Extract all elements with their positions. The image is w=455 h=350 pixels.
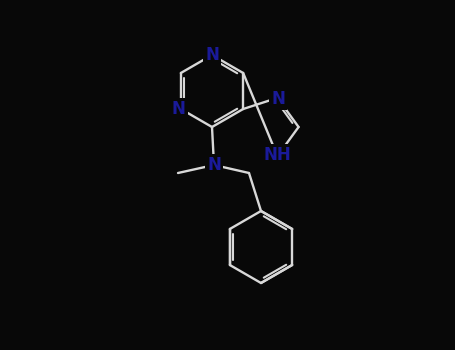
Text: NH: NH	[263, 146, 291, 164]
Text: N: N	[205, 46, 219, 64]
Text: N: N	[207, 156, 221, 174]
Text: N: N	[272, 90, 285, 108]
Text: N: N	[172, 100, 186, 118]
